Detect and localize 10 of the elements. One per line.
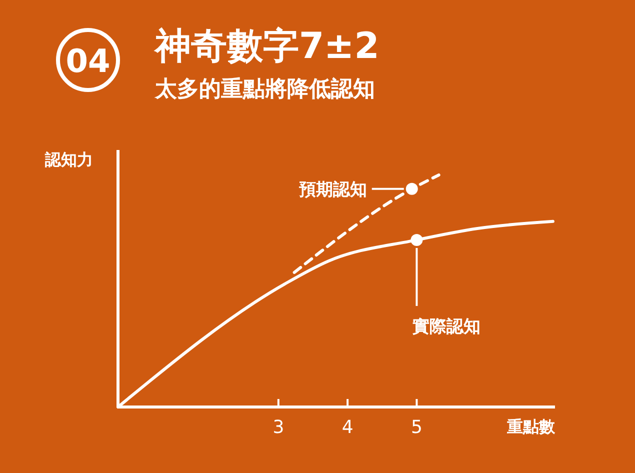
annotation: 實際認知 [412, 316, 481, 337]
x-tick-label: 5 [410, 417, 422, 438]
x-tick-label: 3 [272, 417, 284, 438]
chart-title: 神奇數字7±2 [153, 26, 380, 67]
x-axis-title: 重點數 [506, 417, 556, 436]
y-axis-title: 認知力 [44, 150, 93, 169]
chart-subtitle: 太多的重點將降低認知 [154, 77, 375, 102]
x-tick-label: 4 [342, 417, 354, 438]
annotation: 預期認知 [298, 180, 367, 200]
badge-circle: 04 [56, 28, 120, 92]
